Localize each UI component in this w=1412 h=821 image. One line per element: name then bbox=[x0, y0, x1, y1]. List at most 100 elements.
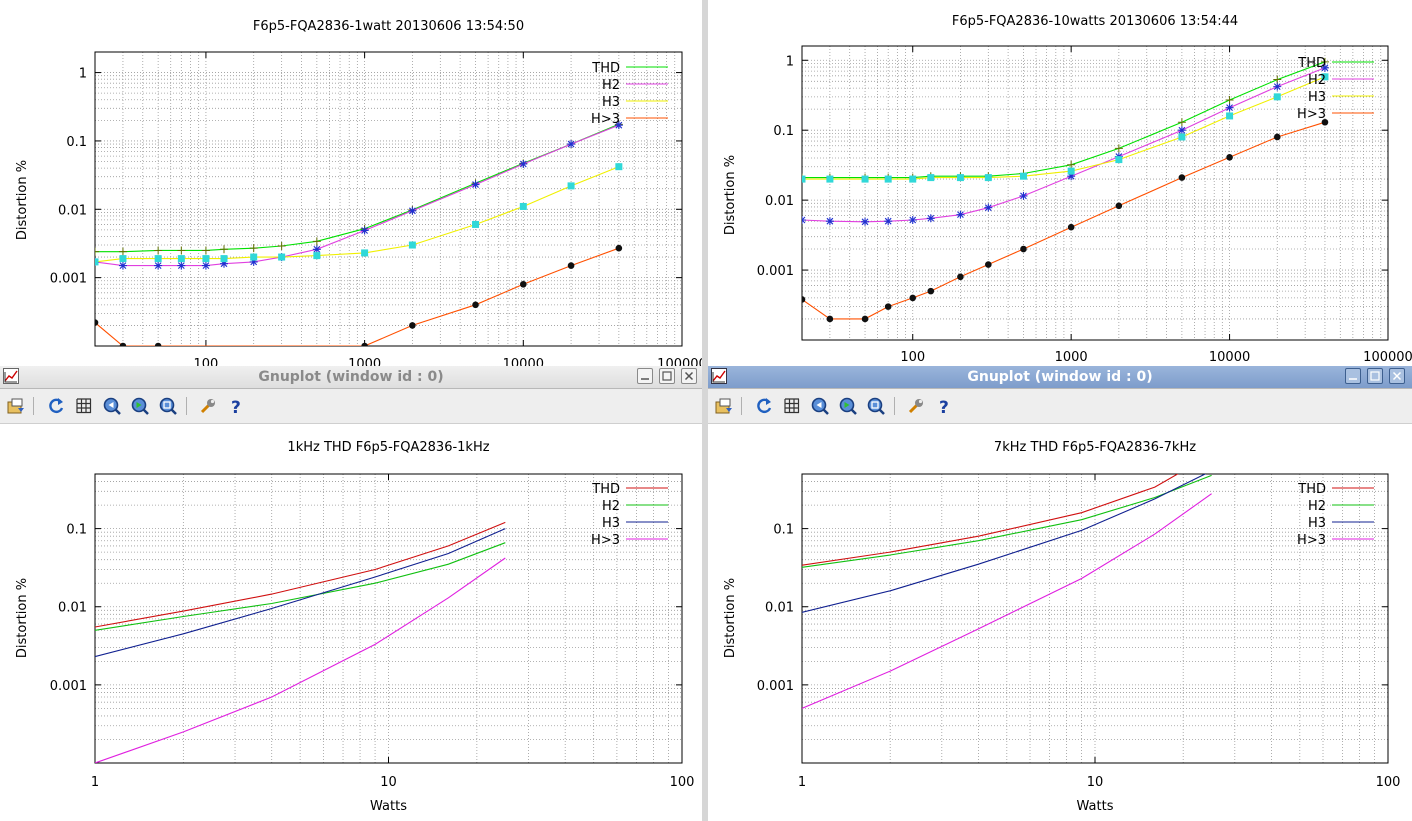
x-tick-label: 1000 bbox=[348, 357, 381, 366]
data-point bbox=[956, 174, 964, 182]
legend-label: H3 bbox=[1308, 516, 1326, 531]
series-line-H>3 bbox=[802, 493, 1212, 709]
export-icon[interactable] bbox=[6, 396, 26, 416]
plot-canvas: 100 1000 10000 100000 0.001 0.01 0.1 1 F6p5-FQA2… bbox=[723, 14, 1412, 365]
maximize-icon bbox=[662, 371, 672, 381]
data-point bbox=[177, 255, 185, 263]
grid-icon[interactable] bbox=[74, 396, 94, 416]
y-axis-label: Distortion % bbox=[15, 578, 30, 658]
data-point bbox=[1177, 126, 1186, 135]
close-button[interactable] bbox=[681, 368, 697, 384]
series-line-H3 bbox=[802, 474, 1207, 613]
grid-icon[interactable] bbox=[782, 396, 802, 416]
minimize-button[interactable] bbox=[1345, 368, 1361, 384]
settings-icon[interactable] bbox=[906, 396, 926, 416]
window-title: Gnuplot (window id : 0) bbox=[258, 369, 444, 385]
data-point bbox=[909, 294, 917, 302]
data-point bbox=[1321, 73, 1329, 81]
close-button[interactable] bbox=[1389, 368, 1405, 384]
data-point bbox=[1067, 172, 1076, 181]
x-tick-label: 100000 bbox=[657, 357, 702, 366]
data-point bbox=[926, 214, 935, 223]
series-group bbox=[95, 521, 506, 763]
window-titlebar[interactable]: Gnuplot (window id : 0) bbox=[708, 366, 1412, 389]
zoom-prev-icon[interactable] bbox=[102, 396, 122, 416]
autoscale-icon[interactable] bbox=[866, 396, 886, 416]
data-point bbox=[312, 245, 321, 254]
gnuplot-window-bottom-right: Gnuplot (window id : 0) bbox=[708, 366, 1412, 821]
settings-icon[interactable] bbox=[198, 396, 218, 416]
data-point bbox=[861, 217, 870, 226]
svg-text:?: ? bbox=[939, 398, 949, 416]
toolbar-separator bbox=[33, 397, 34, 415]
plot-canvas: 1 10 100 0.001 0.01 0.1 7kHz THD F6p5-FQA2836-… bbox=[723, 440, 1400, 814]
plot-window-top-right: 100 1000 10000 100000 0.001 0.01 0.1 1 F6p5-FQA2… bbox=[708, 0, 1412, 366]
data-point bbox=[984, 203, 993, 212]
replot-icon[interactable] bbox=[754, 396, 774, 416]
minimize-button[interactable] bbox=[637, 368, 653, 384]
data-point bbox=[519, 159, 528, 168]
autoscale-icon[interactable] bbox=[158, 396, 178, 416]
data-point bbox=[361, 249, 369, 257]
y-tick-label: 1 bbox=[786, 54, 794, 69]
data-point bbox=[177, 246, 186, 255]
data-point bbox=[1177, 118, 1186, 127]
export-icon[interactable] bbox=[714, 396, 734, 416]
data-point bbox=[957, 273, 964, 281]
data-point bbox=[1273, 82, 1282, 91]
maximize-button[interactable] bbox=[659, 368, 675, 384]
data-point bbox=[519, 202, 527, 210]
svg-text:?: ? bbox=[231, 398, 241, 416]
y-tick-label: 1 bbox=[79, 67, 87, 82]
data-point bbox=[1067, 160, 1076, 169]
data-point bbox=[408, 241, 416, 249]
help-icon[interactable]: ? bbox=[226, 396, 246, 416]
data-point bbox=[1273, 133, 1281, 141]
series-line-H3 bbox=[95, 528, 506, 658]
legend-label: H2 bbox=[602, 78, 620, 93]
window-titlebar[interactable]: Gnuplot (window id : 0) bbox=[0, 366, 702, 389]
y-tick-label: 0.01 bbox=[765, 194, 794, 209]
zoom-next-icon[interactable] bbox=[130, 396, 150, 416]
data-point bbox=[884, 303, 892, 310]
data-point bbox=[360, 226, 369, 235]
x-tick-label: 100 bbox=[900, 350, 925, 365]
plot-canvas: 100 1000 10000 100000 0.001 0.01 0.1 1 F6p5-FQA2… bbox=[15, 19, 702, 366]
data-point bbox=[201, 246, 210, 255]
data-point bbox=[1067, 223, 1075, 231]
y-tick-label: 0.1 bbox=[66, 523, 87, 538]
replot-icon[interactable] bbox=[46, 396, 66, 416]
chart-title: F6p5-FQA2836-1watt 20130606 13:54:50 bbox=[253, 19, 524, 34]
y-tick-label: 0.001 bbox=[757, 679, 794, 694]
series-group bbox=[802, 57, 1329, 323]
data-point bbox=[471, 180, 480, 189]
series-line-THD bbox=[95, 123, 620, 253]
gnuplot-toolbar: ? bbox=[708, 389, 1412, 424]
data-point bbox=[95, 247, 99, 256]
data-point bbox=[472, 220, 480, 228]
gnuplot-app-icon bbox=[3, 368, 19, 384]
zoom-next-icon[interactable] bbox=[838, 396, 858, 416]
data-point bbox=[249, 257, 258, 266]
data-point bbox=[1273, 75, 1282, 84]
series-line-THD bbox=[95, 521, 506, 628]
data-point bbox=[1273, 93, 1281, 101]
data-point bbox=[802, 296, 806, 303]
x-axis-label: Watts bbox=[370, 799, 407, 814]
legend-label: THD bbox=[591, 482, 620, 497]
series-group bbox=[95, 120, 623, 346]
zoom-prev-icon[interactable] bbox=[810, 396, 830, 416]
data-point bbox=[1019, 191, 1028, 200]
data-point bbox=[119, 255, 127, 263]
data-point bbox=[956, 210, 965, 219]
help-icon[interactable]: ? bbox=[934, 396, 954, 416]
data-point bbox=[472, 301, 479, 309]
data-point bbox=[154, 261, 163, 270]
data-point bbox=[220, 245, 229, 254]
data-point bbox=[884, 217, 893, 226]
maximize-button[interactable] bbox=[1367, 368, 1383, 384]
x-tick-label: 1000 bbox=[1055, 350, 1088, 365]
legend-label: THD bbox=[591, 61, 620, 76]
data-point bbox=[361, 342, 368, 346]
data-point bbox=[567, 140, 576, 149]
